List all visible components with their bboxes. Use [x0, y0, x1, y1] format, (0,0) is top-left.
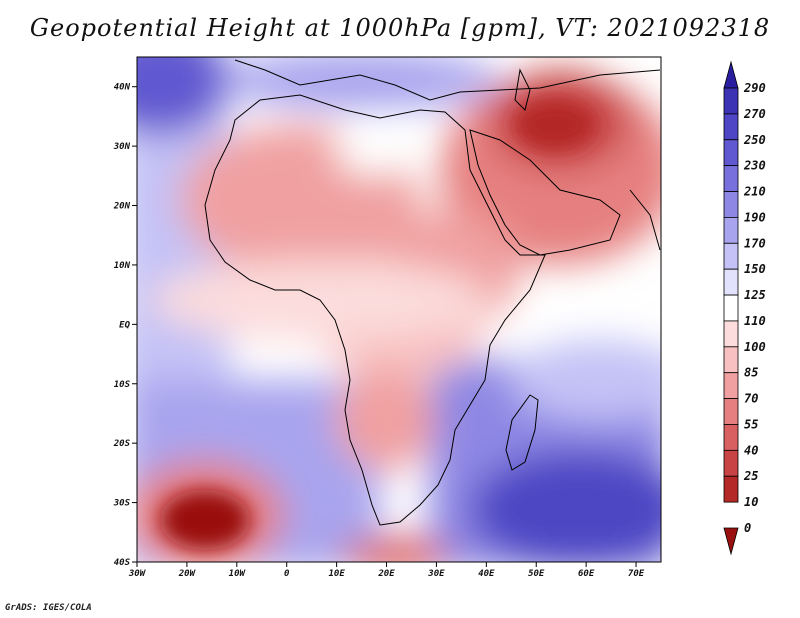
caspian-coastline	[514, 68, 531, 111]
colorbar-label: 110	[744, 314, 766, 328]
lat-tick-label: 30N	[113, 142, 131, 152]
lon-tick-label: 10E	[328, 569, 345, 579]
colorbar-band	[723, 165, 739, 192]
colorbar-label: 125	[744, 288, 766, 302]
colorbar-band	[723, 372, 739, 399]
southeast-deep-blue	[470, 450, 661, 562]
lat-tick-label: 30S	[113, 499, 131, 509]
colorbar-band	[723, 320, 739, 348]
colorbar-label: 25	[743, 469, 758, 483]
colorbar-label: 210	[743, 185, 766, 199]
lon-tick-label: 20W	[178, 569, 197, 579]
africa-coastline	[204, 94, 546, 526]
colorbar-label: 190	[744, 210, 766, 224]
colorbar-band	[723, 113, 739, 141]
colorbar-label: 270	[743, 107, 766, 121]
colorbar-band	[723, 449, 739, 477]
lon-tick-label: 40E	[478, 569, 495, 579]
colorbar-band	[723, 268, 739, 296]
colorbar-label: 40	[744, 443, 758, 457]
lat-tick-label: 10N	[114, 261, 131, 271]
lat-tick-label: 40N	[114, 83, 131, 93]
colorbar-band	[723, 475, 739, 503]
colorbar-band	[723, 191, 739, 218]
lat-tick-label: EQ	[119, 320, 130, 330]
colorbar-band	[723, 139, 739, 167]
field-layer	[137, 57, 661, 562]
colorbar-label: 100	[744, 340, 766, 354]
colorbar-band	[723, 346, 739, 374]
lon-tick-label: 30E	[427, 569, 445, 579]
colorbar-band	[723, 294, 739, 322]
colorbar-label: 10	[744, 495, 758, 509]
lon-tick-label: 70E	[628, 569, 645, 579]
colorbar-label: 70	[744, 392, 758, 406]
arabia-coastline	[469, 129, 621, 256]
lon-tick-label: 50E	[528, 569, 545, 579]
europe-coastline	[234, 59, 661, 101]
east-pale-blue	[510, 340, 661, 420]
colorbar-label: 170	[744, 236, 766, 250]
colorbar-label: 250	[743, 133, 766, 147]
chart-title: Geopotential Height at 1000hPa [gpm], VT…	[29, 14, 771, 42]
colorbar-band	[723, 87, 739, 115]
colorbar-label: 55	[744, 417, 758, 431]
lon-tick-label: 20E	[377, 569, 395, 579]
colorbar-label: 290	[743, 81, 766, 95]
longitude-axis: 30W 20W 10W 0 10E 20E 30E 40E 50E 60E 70E	[128, 562, 645, 579]
credit-text: GrADS: IGES/COLA	[5, 603, 92, 613]
lon-tick-label: 30W	[128, 569, 147, 579]
colorbar: 2902702502302101901701501251101008570554…	[723, 60, 766, 556]
colorbar-bottom-arrow	[723, 527, 739, 556]
plot-frame	[136, 56, 662, 563]
madagascar-coastline	[505, 394, 539, 471]
lat-tick-label: 20S	[113, 439, 131, 449]
lon-tick-label: 10W	[229, 569, 247, 579]
coastlines	[204, 59, 661, 526]
colorbar-label: 0	[744, 521, 751, 535]
southern-africa-red	[335, 370, 435, 470]
colorbar-top-arrow	[723, 60, 739, 89]
arabia-core	[515, 100, 595, 150]
colorbar-label: 230	[743, 159, 766, 173]
colorbar-label: 150	[744, 262, 766, 276]
colorbar-band	[723, 424, 739, 451]
latitude-axis: 40N 30N 20N 10N EQ 10S 20S 30S 40S	[113, 83, 137, 568]
south-africa-red	[340, 537, 450, 562]
mediterranean-blue	[220, 57, 500, 110]
lat-tick-label: 20N	[113, 202, 131, 212]
colorbar-label: 85	[744, 366, 758, 380]
lon-tick-label: 60E	[578, 569, 595, 579]
southwest-high-core	[160, 490, 250, 550]
northwest-deep-blue	[137, 57, 230, 135]
lon-tick-label: 0	[284, 569, 290, 579]
sahara-white	[335, 125, 415, 175]
lat-tick-label: 10S	[114, 380, 131, 390]
colorbar-band	[723, 217, 739, 244]
lat-tick-label: 40S	[114, 558, 131, 568]
india-coastline	[629, 189, 661, 251]
colorbar-band	[723, 398, 739, 425]
colorbar-band	[723, 242, 739, 270]
